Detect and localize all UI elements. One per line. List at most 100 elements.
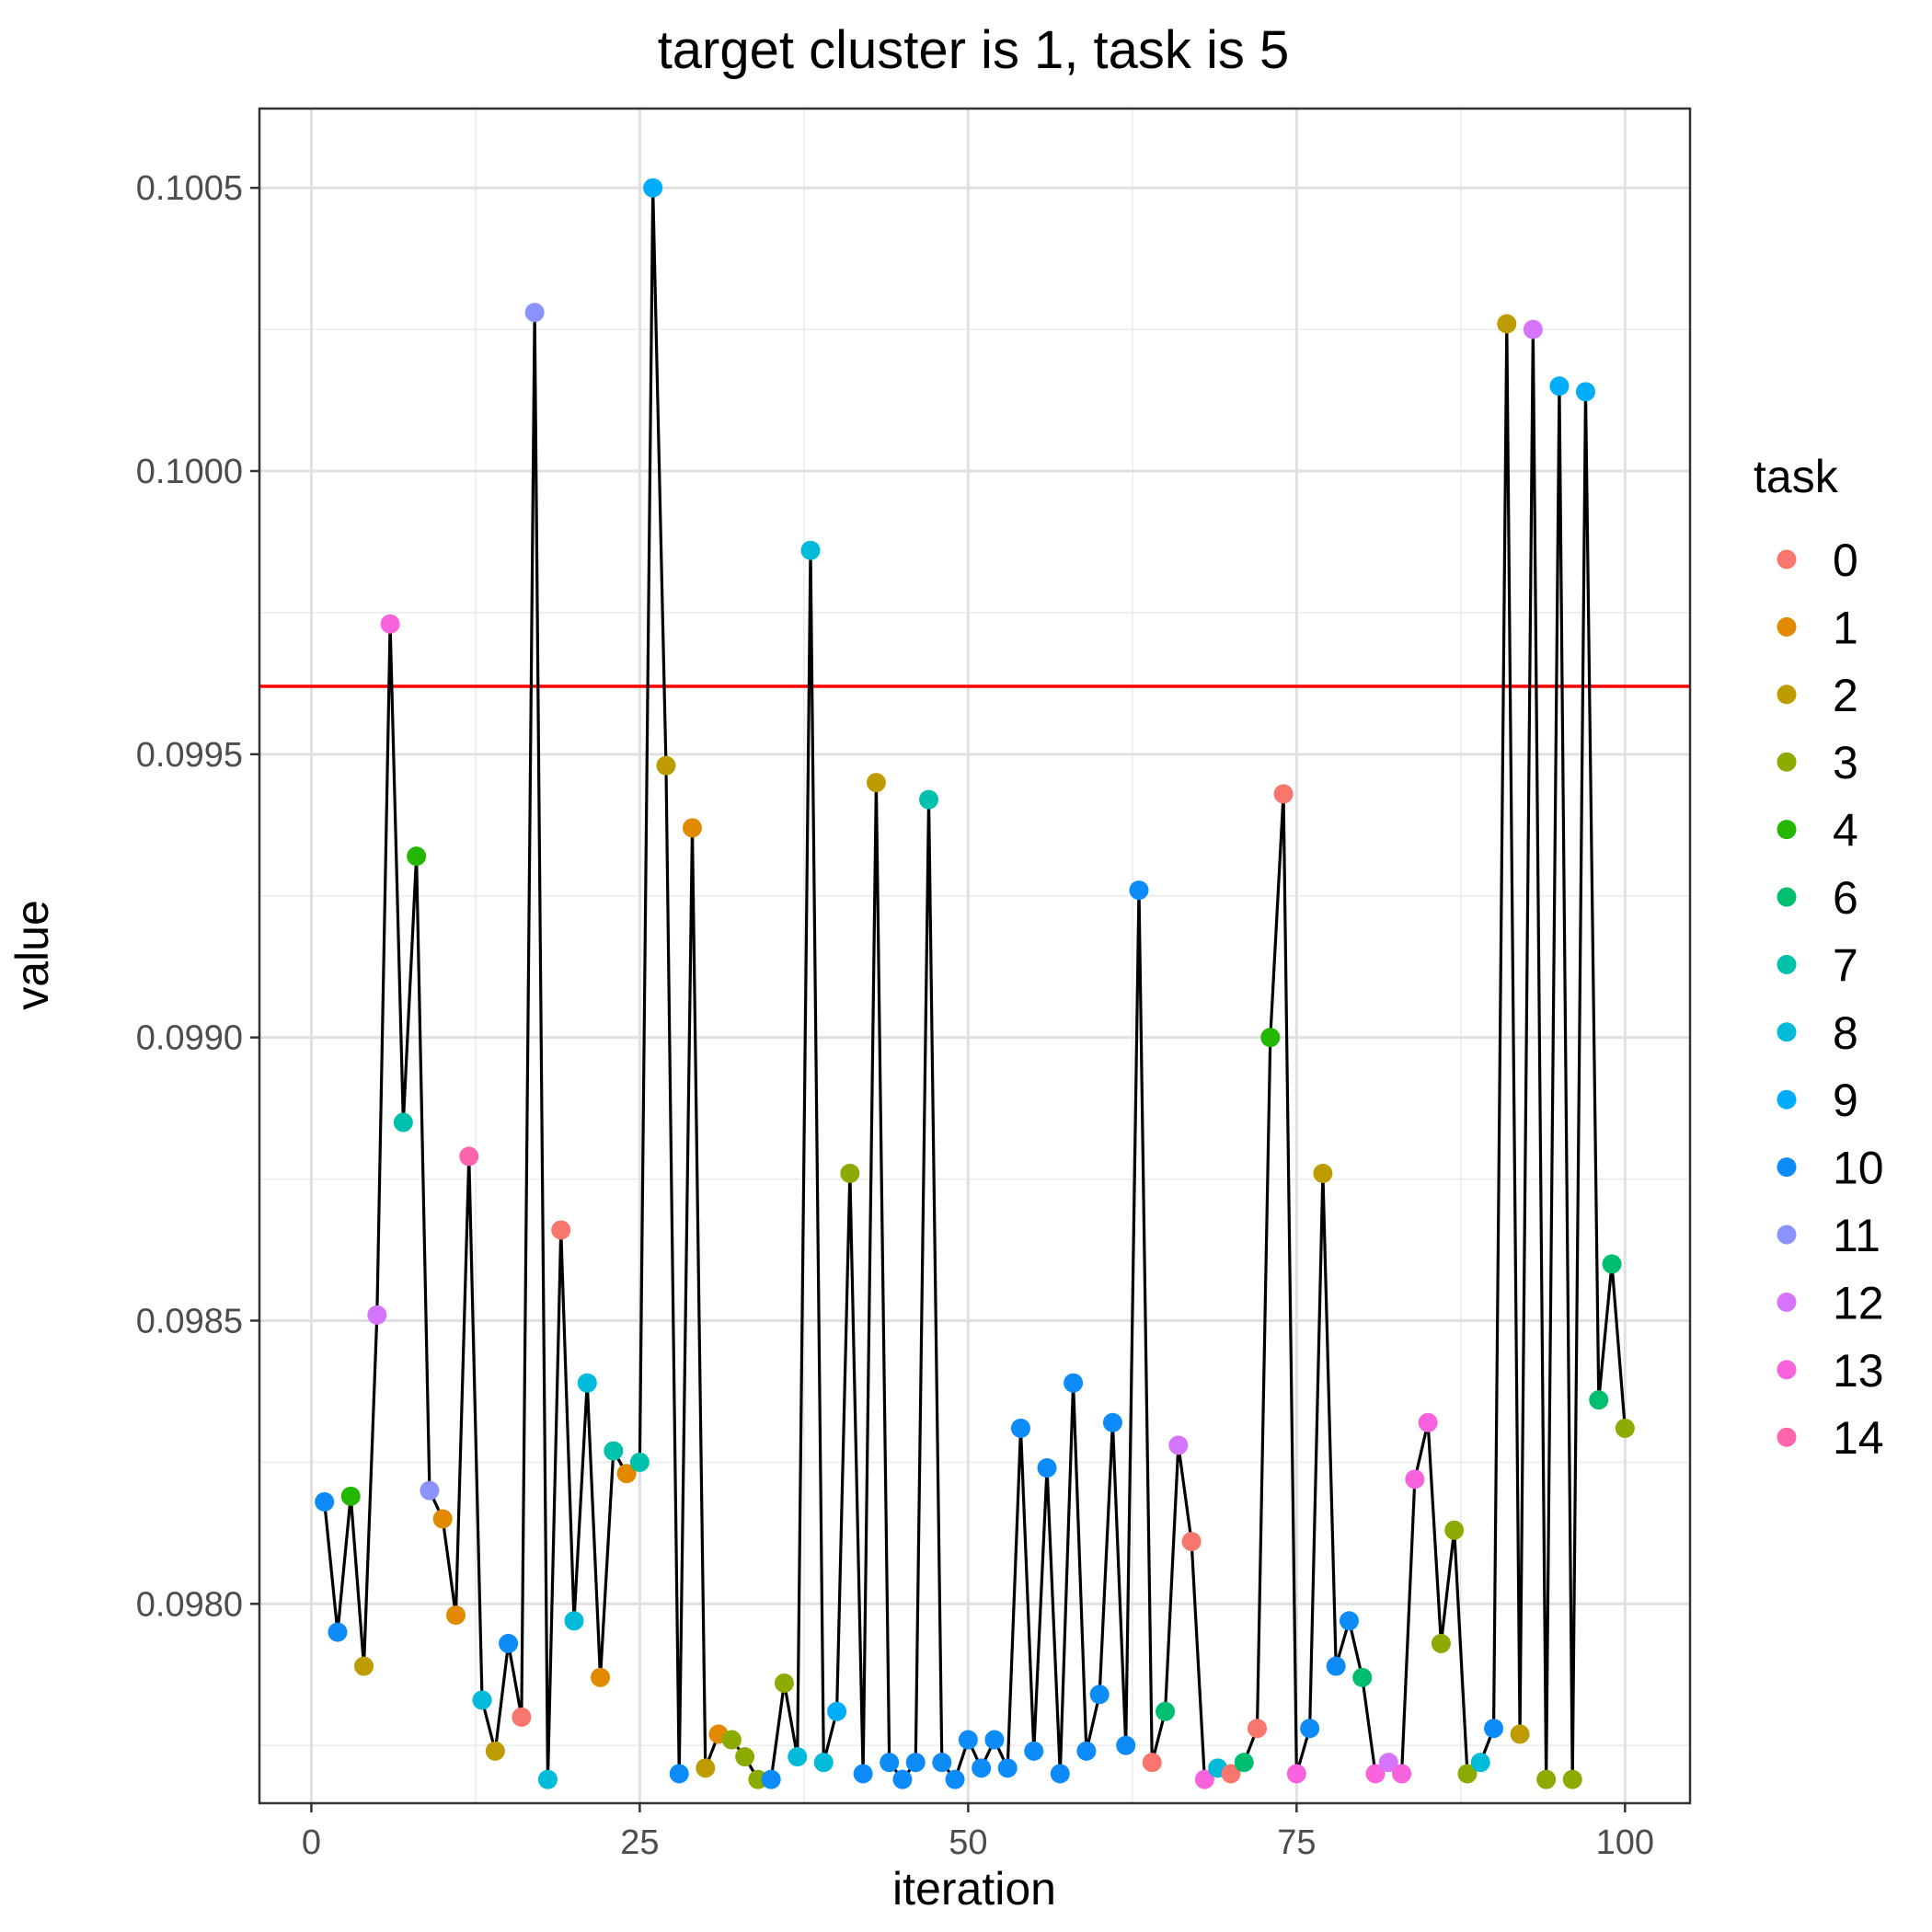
data-point	[577, 1373, 597, 1393]
data-point	[354, 1656, 374, 1676]
data-point	[1129, 880, 1149, 901]
data-point	[1523, 319, 1543, 339]
data-point	[696, 1758, 716, 1778]
data-point	[459, 1146, 479, 1167]
data-point	[1339, 1611, 1359, 1631]
legend-key	[1777, 1292, 1797, 1312]
chart-title: target cluster is 1, task is 5	[658, 20, 1290, 80]
data-point	[512, 1707, 532, 1727]
legend-label: 6	[1833, 872, 1858, 924]
data-point	[1313, 1163, 1333, 1183]
data-point	[761, 1769, 781, 1789]
data-point	[551, 1220, 571, 1240]
data-point	[367, 1305, 387, 1325]
data-point	[984, 1730, 1005, 1750]
data-point	[827, 1701, 847, 1721]
data-point	[380, 614, 400, 634]
y-tick-label: 0.1000	[136, 453, 243, 491]
x-tick-label: 50	[949, 1823, 987, 1862]
legend-label: 13	[1833, 1345, 1884, 1397]
data-point	[997, 1758, 1018, 1778]
data-point	[1102, 1412, 1122, 1432]
legend-key	[1777, 752, 1797, 772]
data-point	[880, 1753, 900, 1773]
data-point	[432, 1509, 453, 1529]
data-point	[945, 1769, 965, 1789]
points-group	[315, 178, 1635, 1789]
legend-label: 10	[1833, 1143, 1884, 1194]
data-point	[393, 1112, 413, 1133]
data-point	[340, 1486, 361, 1506]
data-point	[1050, 1764, 1070, 1784]
legend-key	[1777, 954, 1797, 974]
legend-key	[1777, 1022, 1797, 1042]
x-tick-label: 0	[302, 1823, 321, 1862]
data-point	[1194, 1769, 1214, 1789]
data-point	[499, 1633, 519, 1653]
data-point	[774, 1673, 794, 1693]
data-point	[1064, 1373, 1084, 1393]
data-point	[919, 789, 939, 810]
data-point	[1076, 1741, 1097, 1761]
legend-key	[1777, 549, 1797, 569]
legend-key	[1777, 1157, 1797, 1178]
x-tick-label: 25	[620, 1823, 659, 1862]
legend-key	[1777, 1089, 1797, 1110]
legend-key	[1777, 616, 1797, 637]
legend-label: 3	[1833, 737, 1858, 788]
data-point	[1365, 1764, 1386, 1784]
data-point	[958, 1730, 978, 1750]
data-point	[315, 1491, 335, 1512]
data-point	[1234, 1753, 1254, 1773]
series-line-group	[323, 186, 1627, 1781]
data-point	[853, 1764, 873, 1784]
plot-panel	[259, 109, 1690, 1803]
data-point	[669, 1764, 689, 1784]
legend-key	[1777, 820, 1797, 840]
data-point	[1470, 1753, 1490, 1773]
legend-label: 12	[1833, 1277, 1884, 1328]
y-tick-label: 0.0990	[136, 1019, 243, 1058]
data-point	[616, 1464, 637, 1484]
data-point	[1497, 314, 1517, 334]
data-point	[1116, 1735, 1136, 1755]
data-point	[1484, 1719, 1504, 1739]
data-point	[1589, 1390, 1609, 1410]
data-point	[1536, 1769, 1557, 1789]
data-point	[1221, 1764, 1241, 1784]
data-point	[813, 1753, 834, 1773]
legend-key	[1777, 1427, 1797, 1447]
data-point	[1457, 1764, 1478, 1784]
data-point	[445, 1605, 466, 1626]
data-point	[972, 1758, 992, 1778]
legend-key	[1777, 887, 1797, 907]
data-point	[1510, 1724, 1530, 1744]
legend-label: 4	[1833, 805, 1858, 857]
data-point	[905, 1753, 926, 1773]
data-point	[591, 1667, 611, 1687]
data-point	[1260, 1028, 1281, 1048]
legend-label: 1	[1833, 602, 1858, 653]
data-point	[1089, 1685, 1110, 1705]
legend-key	[1777, 1360, 1797, 1380]
data-point	[1549, 376, 1570, 397]
data-point	[788, 1747, 808, 1767]
data-point	[892, 1769, 913, 1789]
data-point	[840, 1163, 860, 1183]
data-point	[1037, 1458, 1057, 1478]
legend-label: 11	[1833, 1210, 1880, 1261]
legend-key	[1777, 1225, 1797, 1245]
data-point	[524, 303, 545, 323]
data-point	[1352, 1667, 1373, 1687]
x-tick-label: 75	[1277, 1823, 1316, 1862]
x-axis-title: iteration	[892, 1863, 1056, 1915]
plot-border	[258, 107, 1692, 1805]
data-point	[328, 1622, 348, 1642]
data-point	[472, 1690, 492, 1710]
data-point	[932, 1753, 952, 1773]
data-point	[1602, 1254, 1622, 1274]
data-point	[1326, 1656, 1346, 1676]
data-point	[1615, 1418, 1635, 1438]
